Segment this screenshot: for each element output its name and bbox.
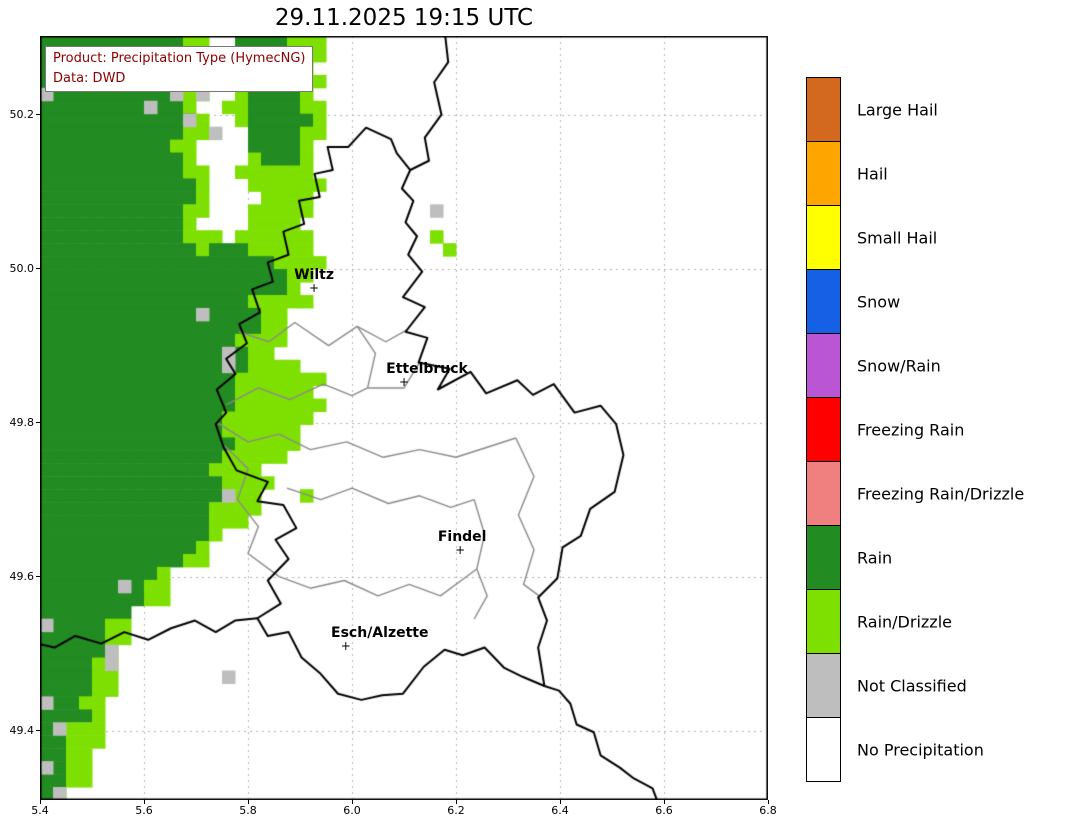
legend-entry: Not Classified [807, 653, 967, 717]
legend-color-swatch [807, 270, 840, 333]
legend-entry-label: Small Hail [857, 228, 938, 247]
map-plot: Product: Precipitation Type (HymecNG) Da… [40, 36, 768, 800]
x-tick-label: 6.4 [551, 804, 569, 817]
city-label-wiltz: Wiltz [294, 266, 334, 283]
city-marker-esch-alzette: + [340, 638, 351, 653]
legend-entry: No Precipitation [807, 717, 984, 781]
legend-color-swatch [807, 590, 840, 653]
legend-entry: Small Hail [807, 205, 937, 269]
y-tick-mark [36, 730, 40, 732]
legend-color-swatch [807, 654, 840, 717]
product-info-line1: Product: Precipitation Type (HymecNG) [53, 51, 306, 66]
x-tick-label: 6.8 [759, 804, 777, 817]
x-tick-mark [351, 800, 353, 804]
legend-color-swatch [807, 398, 840, 461]
product-info-line2: Data: DWD [53, 70, 126, 86]
legend-color-swatch [807, 206, 840, 269]
figure-title: 29.11.2025 19:15 UTC [274, 5, 534, 31]
legend-entry-label: Snow/Rain [857, 356, 941, 375]
y-tick-mark [36, 114, 40, 116]
legend-entry-label: Hail [857, 164, 888, 183]
x-tick-mark [559, 800, 561, 804]
x-tick-mark [663, 800, 665, 804]
x-tick-label: 5.4 [31, 804, 49, 817]
x-tick-label: 5.8 [239, 804, 257, 817]
legend: Large Hail Hail Small Hail Snow Snow/Rain Fre… [806, 77, 1024, 782]
legend-entry: Rain/Drizzle [807, 589, 952, 653]
legend-color-swatch [807, 334, 840, 397]
legend-color-column: Large Hail Hail Small Hail Snow Snow/Rain Fre… [806, 77, 1024, 782]
x-tick-label: 6.2 [447, 804, 465, 817]
city-label-esch-alzette: Esch/Alzette [331, 624, 429, 641]
legend-color-swatch [807, 462, 840, 525]
y-tick-mark [36, 268, 40, 270]
city-label-ettelbruck: Ettelbruck [386, 360, 468, 377]
product-info-box: Product: Precipitation Type (HymecNG) Da… [45, 46, 314, 92]
legend-entry-label: Snow [857, 292, 901, 311]
x-tick-mark [143, 800, 145, 804]
legend-color-swatch [807, 526, 840, 589]
x-tick-mark [767, 800, 769, 804]
legend-entry-label: Rain [857, 548, 893, 567]
legend-entry-label: Freezing Rain [857, 420, 965, 439]
x-tick-label: 6.0 [343, 804, 361, 817]
legend-entry-label: Large Hail [857, 100, 938, 119]
y-tick-label: 50.2 [9, 107, 35, 121]
legend-color-swatch [807, 142, 840, 205]
x-tick-mark [455, 800, 457, 804]
x-tick-mark [39, 800, 41, 804]
legend-entry: Freezing Rain [807, 397, 964, 461]
y-tick-label: 50.0 [9, 261, 35, 275]
y-tick-mark [36, 422, 40, 424]
y-tick-label: 49.6 [9, 569, 35, 583]
y-tick-label: 49.8 [9, 415, 35, 429]
map-canvas [40, 36, 768, 800]
legend-entry: Snow/Rain [807, 333, 941, 397]
city-marker-findel: + [455, 543, 466, 558]
legend-color-swatch [807, 718, 840, 781]
legend-entry-label: Rain/Drizzle [857, 612, 952, 631]
y-tick-mark [36, 576, 40, 578]
x-tick-mark [247, 800, 249, 804]
x-tick-label: 6.6 [655, 804, 673, 817]
legend-entry-label: Not Classified [857, 676, 967, 695]
legend-entry-label: Freezing Rain/Drizzle [857, 484, 1025, 503]
x-tick-label: 5.6 [135, 804, 153, 817]
legend-entry: Freezing Rain/Drizzle [807, 461, 1024, 525]
city-marker-wiltz: + [309, 280, 320, 295]
legend-entry: Rain [807, 525, 892, 589]
y-tick-label: 49.4 [9, 723, 35, 737]
city-marker-ettelbruck: + [398, 374, 410, 389]
legend-entry: Large Hail [807, 78, 938, 141]
legend-entry: Snow [807, 269, 900, 333]
legend-entry: Hail [807, 141, 888, 205]
legend-color-swatch [807, 78, 840, 141]
legend-entry-label: No Precipitation [857, 740, 984, 759]
city-label-findel: Findel [437, 529, 487, 546]
